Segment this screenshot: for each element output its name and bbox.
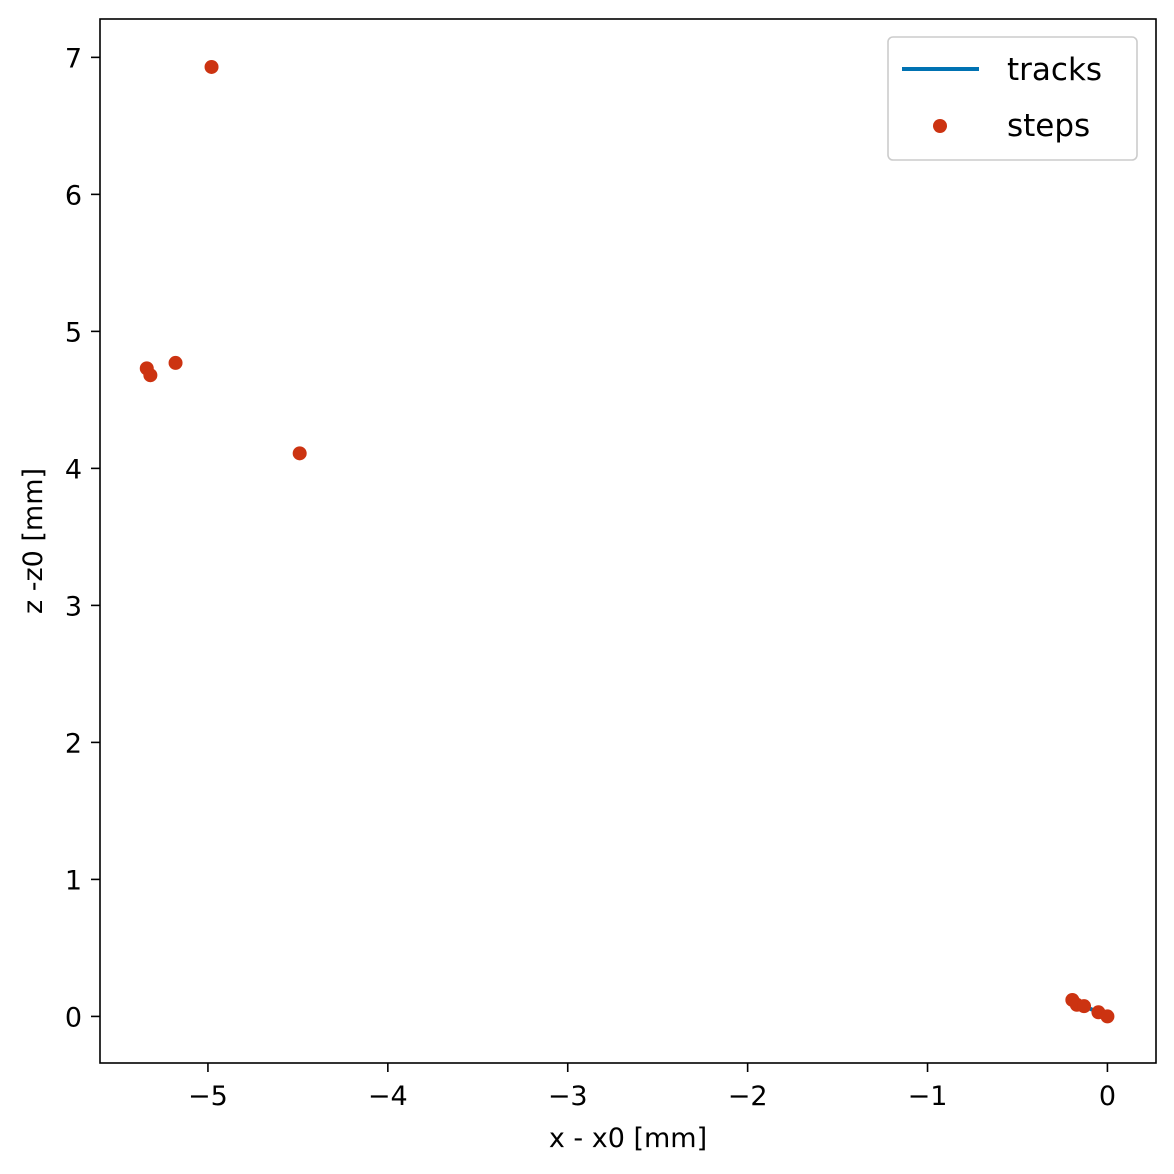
plot-marks: [139, 59, 1115, 1024]
y-tick-label: 7: [65, 43, 82, 74]
steps-point: [143, 368, 158, 383]
steps-point: [292, 446, 307, 461]
x-tick-label: −2: [728, 1081, 768, 1112]
y-tick-label: 0: [65, 1002, 82, 1033]
x-tick-label: −3: [548, 1081, 588, 1112]
y-tick-label: 1: [65, 865, 82, 896]
y-axis-ticks: 0 1 2 3 4 5 6 7: [65, 43, 100, 1033]
x-tick-label: −5: [188, 1081, 228, 1112]
x-tick-label: 0: [1099, 1081, 1116, 1112]
y-tick-label: 6: [65, 180, 82, 211]
steps-point: [1077, 999, 1092, 1014]
y-tick-label: 4: [65, 454, 82, 485]
y-axis-label: z -z0 [mm]: [18, 468, 49, 614]
y-tick-label: 5: [65, 317, 82, 348]
x-axis-ticks: −5 −4 −3 −2 −1 0: [188, 1063, 1116, 1112]
steps-point: [1100, 1009, 1115, 1024]
steps-point: [204, 59, 219, 74]
steps-point: [168, 355, 183, 370]
x-tick-label: −1: [908, 1081, 948, 1112]
legend-label-steps: steps: [1007, 108, 1090, 144]
plot-frame: [99, 18, 1157, 1064]
legend: tracks steps: [887, 36, 1138, 161]
legend-label-tracks: tracks: [1007, 52, 1102, 88]
x-axis-label: x - x0 [mm]: [549, 1123, 707, 1154]
y-tick-label: 3: [65, 591, 82, 622]
legend-swatch-steps: [933, 119, 947, 133]
x-tick-label: −4: [368, 1081, 408, 1112]
y-tick-label: 2: [65, 728, 82, 759]
